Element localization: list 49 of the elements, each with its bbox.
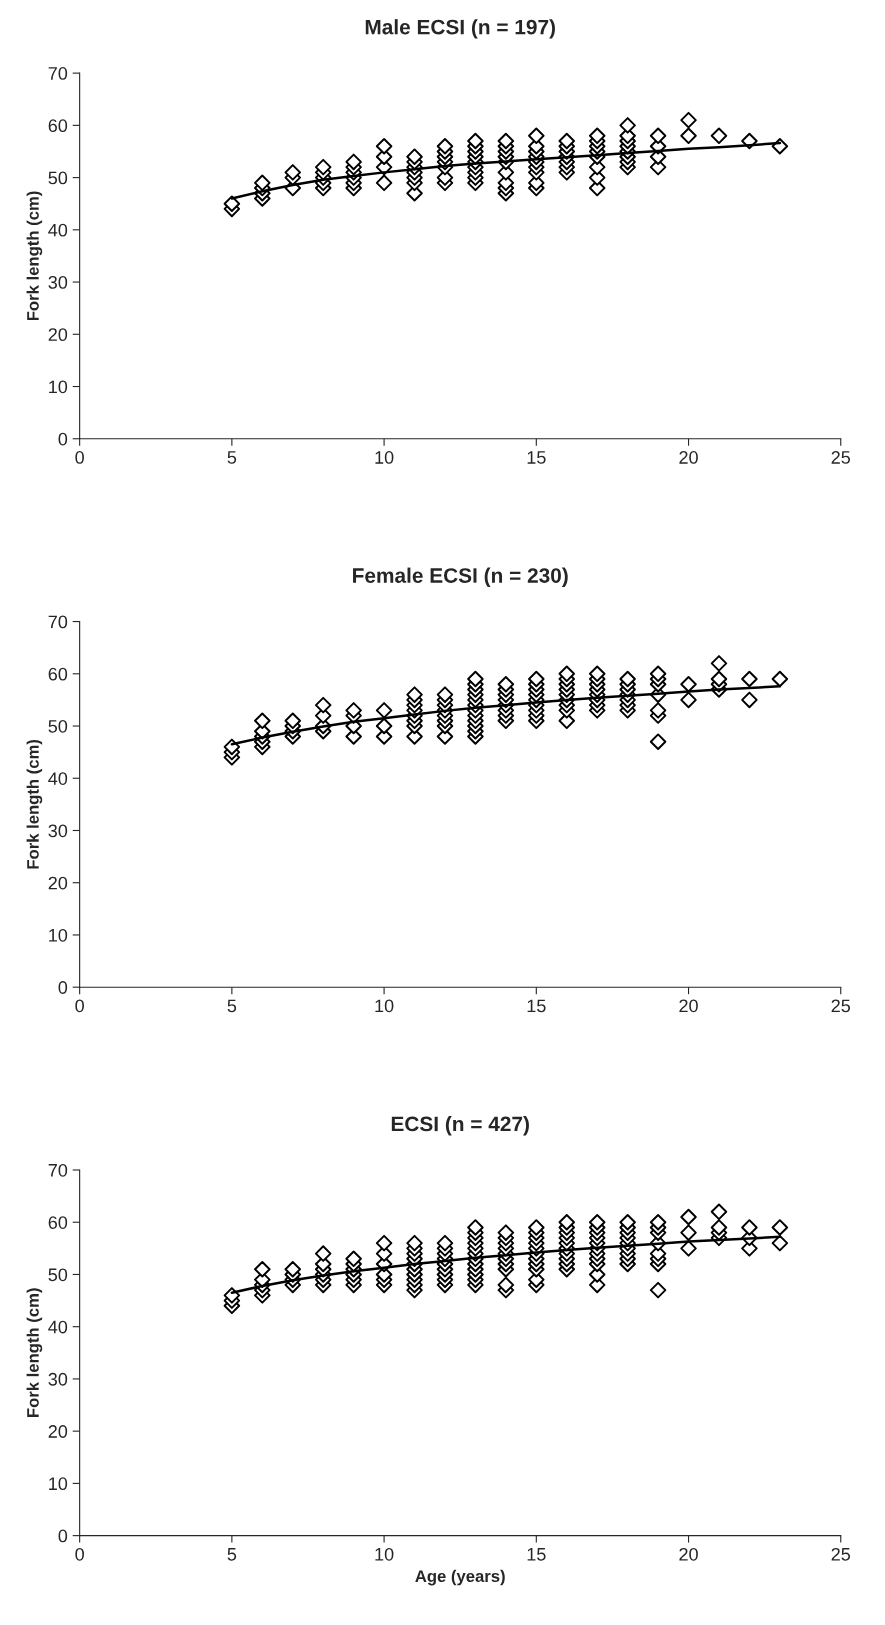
y-axis-title: Fork length (cm) — [26, 191, 43, 321]
x-tick-label: 20 — [679, 999, 698, 1013]
x-tick-label: 0 — [75, 999, 84, 1013]
x-tick-label: 15 — [527, 451, 546, 464]
x-tick-label: 25 — [831, 1547, 851, 1561]
x-tick-label: 15 — [527, 999, 546, 1013]
y-tick-label: 0 — [58, 981, 68, 994]
y-tick-label: 40 — [48, 772, 68, 785]
x-tick-label: 10 — [375, 999, 394, 1013]
x-axis-title: Age (years) — [415, 1569, 505, 1586]
x-tick-label: 10 — [375, 1547, 394, 1561]
y-tick-label: 20 — [48, 328, 68, 342]
y-tick-label: 50 — [48, 1268, 68, 1282]
y-tick-label: 10 — [49, 928, 68, 942]
x-tick-label: 10 — [375, 451, 394, 464]
x-tick-label: 5 — [227, 999, 237, 1013]
x-tick-label: 5 — [227, 1548, 237, 1561]
chart-title: Male ECSI (n = 197) — [365, 19, 555, 39]
y-tick-label: 10 — [49, 1477, 68, 1491]
y-tick-label: 60 — [48, 1216, 68, 1229]
x-tick-label: 20 — [679, 1547, 698, 1561]
y-axis-title: Fork length (cm) — [26, 1288, 43, 1417]
y-tick-label: 50 — [48, 719, 68, 733]
y-tick-label: 0 — [58, 1529, 68, 1543]
x-tick-label: 25 — [831, 451, 851, 464]
x-tick-label: 15 — [527, 1548, 546, 1561]
y-tick-label: 70 — [48, 615, 68, 629]
y-tick-label: 70 — [48, 67, 68, 80]
y-tick-label: 60 — [48, 119, 68, 133]
y-tick-label: 30 — [48, 824, 68, 838]
y-tick-label: 10 — [49, 380, 68, 394]
y-tick-label: 30 — [48, 1372, 68, 1386]
chart-title: Female ECSI (n = 230) — [353, 567, 568, 587]
y-axis-title: Fork length (cm) — [26, 739, 43, 869]
x-tick-label: 20 — [679, 451, 698, 464]
y-tick-label: 20 — [48, 876, 68, 890]
x-tick-label: 25 — [831, 999, 851, 1013]
y-tick-label: 0 — [58, 432, 68, 446]
x-tick-label: 0 — [75, 1547, 84, 1561]
y-tick-label: 40 — [48, 1320, 68, 1334]
x-tick-label: 0 — [75, 451, 84, 464]
y-tick-label: 70 — [48, 1163, 68, 1177]
y-tick-label: 50 — [48, 171, 68, 185]
y-tick-label: 40 — [48, 223, 68, 237]
y-tick-label: 30 — [48, 275, 68, 289]
y-tick-label: 20 — [48, 1425, 68, 1438]
x-tick-label: 5 — [227, 451, 237, 464]
y-tick-label: 60 — [48, 667, 68, 681]
chart-title: ECSI (n = 427) — [391, 1116, 529, 1136]
